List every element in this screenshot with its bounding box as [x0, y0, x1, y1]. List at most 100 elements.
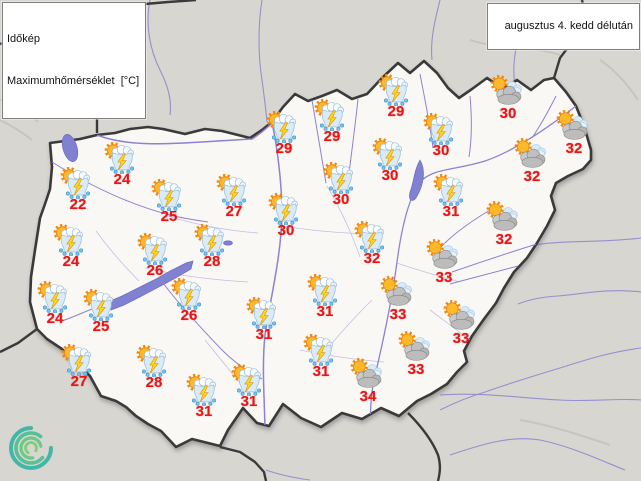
- weather-station[interactable]: 30: [484, 75, 532, 122]
- site-name: Időkép: [7, 33, 41, 45]
- temperature-label: 29: [387, 103, 405, 120]
- date-box: augusztus 4. kedd délután: [487, 3, 640, 50]
- lakes: [61, 134, 424, 311]
- temperature-label: 27: [225, 203, 243, 220]
- temperature-label: 22: [69, 196, 87, 213]
- map-title: Maximumhőmérséklet [°C]: [7, 75, 140, 87]
- weather-station[interactable]: 24: [98, 141, 146, 188]
- weather-station[interactable]: 31: [180, 373, 228, 420]
- idokep-logo: [9, 426, 53, 470]
- temperature-label: 26: [146, 262, 164, 279]
- temperature-label: 34: [359, 388, 377, 405]
- weather-station[interactable]: 29: [372, 73, 420, 120]
- weather-icon: [489, 75, 527, 108]
- weather-station[interactable]: 25: [77, 288, 125, 335]
- temperature-label: 30: [499, 105, 517, 122]
- temperature-label: 30: [332, 191, 350, 208]
- weather-station[interactable]: 31: [240, 296, 288, 343]
- weather-station[interactable]: 34: [344, 358, 392, 405]
- weather-station[interactable]: 29: [260, 110, 308, 157]
- weather-icon: [371, 137, 409, 170]
- temperature-label: 27: [70, 373, 88, 390]
- temperature-label: 33: [407, 361, 425, 378]
- weather-icon: [135, 344, 173, 377]
- weather-station[interactable]: 28: [130, 344, 178, 391]
- weather-station[interactable]: 22: [54, 166, 102, 213]
- map-title-box: Időkép Maximumhőmérséklet [°C]: [2, 2, 147, 119]
- weather-station[interactable]: 33: [374, 276, 422, 323]
- temperature-label: 24: [46, 310, 64, 327]
- weather-icon: [193, 223, 231, 256]
- weather-icon: [349, 358, 387, 391]
- weather-icon: [230, 363, 268, 396]
- temperature-label: 33: [452, 330, 470, 347]
- weather-station[interactable]: 28: [188, 223, 236, 270]
- weather-station[interactable]: 26: [131, 232, 179, 279]
- temperature-label: 32: [523, 168, 541, 185]
- weather-icon: [432, 173, 470, 206]
- weather-station[interactable]: 31: [297, 333, 345, 380]
- temperature-label: 25: [92, 318, 110, 335]
- temperature-label: 32: [565, 140, 583, 157]
- temperature-label: 28: [145, 374, 163, 391]
- temperature-label: 24: [62, 253, 80, 270]
- weather-icon: [353, 220, 391, 253]
- weather-icon: [245, 296, 283, 329]
- temperature-label: 29: [323, 128, 341, 145]
- weather-icon: [267, 192, 305, 225]
- weather-station[interactable]: 33: [437, 300, 485, 347]
- weather-icon: [397, 331, 435, 364]
- weather-station[interactable]: 27: [55, 343, 103, 390]
- weather-station[interactable]: 25: [145, 178, 193, 225]
- temperature-label: 24: [113, 171, 131, 188]
- weather-icon: [265, 110, 303, 143]
- weather-station[interactable]: 32: [348, 220, 396, 267]
- weather-station[interactable]: 29: [308, 98, 356, 145]
- weather-icon: [306, 273, 344, 306]
- temperature-label: 28: [203, 253, 221, 270]
- rivers-inside: [51, 73, 577, 447]
- weather-station[interactable]: 33: [392, 331, 440, 378]
- temperature-label: 25: [160, 208, 178, 225]
- weather-icon: [185, 373, 223, 406]
- weather-station[interactable]: 26: [165, 277, 213, 324]
- weather-station[interactable]: 31: [225, 363, 273, 410]
- temperature-label: 33: [389, 306, 407, 323]
- weather-icon: [170, 277, 208, 310]
- temperature-label: 26: [180, 307, 198, 324]
- weather-icon: [302, 333, 340, 366]
- weather-station[interactable]: 32: [550, 110, 598, 157]
- weather-icon: [379, 276, 417, 309]
- weather-station[interactable]: 33: [420, 239, 468, 286]
- date-label: augusztus 4. kedd délután: [504, 20, 633, 32]
- temperature-label: 32: [363, 250, 381, 267]
- weather-station[interactable]: 24: [47, 223, 95, 270]
- weather-icon: [82, 288, 120, 321]
- weather-icon: [103, 141, 141, 174]
- weather-icon: [442, 300, 480, 333]
- temperature-label: 31: [442, 203, 460, 220]
- weather-icon: [52, 223, 90, 256]
- temperature-label: 32: [495, 231, 513, 248]
- weather-station[interactable]: 30: [417, 112, 465, 159]
- temperature-label: 31: [240, 393, 258, 410]
- weather-icon: [322, 161, 360, 194]
- weather-station[interactable]: 30: [366, 137, 414, 184]
- weather-station[interactable]: 30: [262, 192, 310, 239]
- weather-station[interactable]: 31: [301, 273, 349, 320]
- weather-station[interactable]: 30: [317, 161, 365, 208]
- weather-station[interactable]: 27: [210, 173, 258, 220]
- weather-station[interactable]: 31: [427, 173, 475, 220]
- lake-balaton: [107, 260, 194, 311]
- weather-station[interactable]: 24: [31, 280, 79, 327]
- weather-icon: [36, 280, 74, 313]
- weather-icon: [150, 178, 188, 211]
- weather-station[interactable]: 32: [508, 138, 556, 185]
- temperature-label: 31: [255, 326, 273, 343]
- temperature-label: 31: [195, 403, 213, 420]
- weather-station[interactable]: 32: [480, 201, 528, 248]
- weather-icon: [377, 73, 415, 106]
- lake-velence: [223, 240, 233, 246]
